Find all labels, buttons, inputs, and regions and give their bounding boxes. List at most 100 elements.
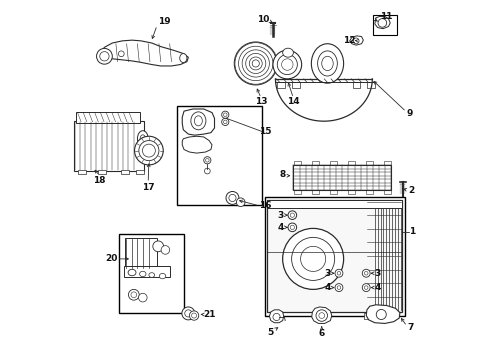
Circle shape (319, 313, 324, 319)
Circle shape (290, 225, 294, 229)
Circle shape (119, 51, 124, 57)
Bar (98, 170, 106, 174)
Circle shape (128, 289, 139, 300)
Text: 11: 11 (380, 12, 393, 21)
Text: 4: 4 (278, 223, 284, 232)
Ellipse shape (318, 51, 337, 76)
Bar (119, 234, 184, 313)
Circle shape (337, 286, 341, 289)
Bar (367, 82, 375, 88)
Circle shape (337, 271, 341, 275)
Bar (267, 200, 402, 312)
Circle shape (190, 311, 199, 320)
Circle shape (288, 223, 296, 231)
Text: 19: 19 (158, 17, 171, 26)
Bar (384, 161, 391, 166)
Bar (330, 161, 337, 166)
Ellipse shape (191, 112, 206, 130)
Circle shape (131, 292, 137, 298)
Bar (313, 161, 319, 166)
Circle shape (204, 168, 210, 174)
Circle shape (353, 38, 359, 44)
Bar (267, 200, 402, 208)
Bar (353, 82, 361, 88)
Text: 3: 3 (324, 269, 331, 278)
Text: 4: 4 (374, 283, 381, 292)
Circle shape (335, 284, 343, 292)
Bar (78, 170, 86, 174)
Bar (384, 190, 391, 194)
Circle shape (182, 307, 195, 320)
Text: 6: 6 (318, 329, 325, 338)
Circle shape (135, 136, 163, 165)
Text: 13: 13 (255, 97, 268, 106)
Circle shape (283, 228, 343, 289)
Bar (292, 82, 299, 88)
Circle shape (100, 51, 109, 61)
Circle shape (204, 157, 211, 164)
Bar (136, 170, 144, 174)
Ellipse shape (140, 271, 146, 276)
Circle shape (288, 211, 296, 220)
Bar (294, 190, 301, 194)
Polygon shape (312, 307, 332, 323)
Bar (74, 121, 144, 171)
Bar (76, 112, 140, 123)
Bar (313, 190, 319, 194)
Text: 5: 5 (268, 328, 274, 337)
Bar (348, 161, 355, 166)
Circle shape (221, 111, 229, 118)
Polygon shape (375, 17, 390, 29)
Bar (294, 165, 392, 190)
Text: 9: 9 (407, 109, 413, 118)
Circle shape (143, 144, 155, 157)
Circle shape (300, 246, 326, 271)
Circle shape (362, 269, 370, 277)
Circle shape (316, 310, 327, 321)
Circle shape (335, 269, 343, 277)
Circle shape (139, 140, 159, 161)
Circle shape (223, 113, 227, 117)
Circle shape (292, 237, 335, 280)
Bar (366, 190, 373, 194)
Bar (366, 161, 373, 166)
Text: 15: 15 (259, 127, 271, 136)
Ellipse shape (149, 273, 155, 277)
Bar (348, 190, 355, 194)
Ellipse shape (180, 54, 187, 63)
Bar (122, 170, 129, 174)
Circle shape (273, 314, 280, 320)
Circle shape (236, 198, 245, 207)
Text: 12: 12 (343, 36, 355, 45)
Text: 2: 2 (408, 186, 414, 195)
Ellipse shape (322, 56, 333, 71)
Circle shape (185, 310, 192, 317)
Polygon shape (350, 36, 364, 45)
Circle shape (161, 246, 170, 254)
Ellipse shape (283, 48, 294, 57)
Ellipse shape (140, 135, 146, 143)
Bar (177, 107, 262, 205)
Bar (277, 82, 285, 88)
Ellipse shape (311, 44, 343, 83)
Circle shape (362, 284, 370, 292)
Circle shape (153, 241, 164, 252)
Circle shape (376, 310, 386, 319)
Bar (330, 190, 337, 194)
Bar (124, 266, 171, 277)
Text: 16: 16 (259, 201, 271, 210)
Circle shape (205, 158, 209, 162)
Circle shape (365, 271, 368, 275)
Ellipse shape (137, 131, 148, 147)
Text: 10: 10 (257, 15, 270, 24)
Text: 8: 8 (280, 170, 286, 179)
Polygon shape (270, 310, 284, 323)
Circle shape (139, 293, 147, 302)
Text: 3: 3 (374, 269, 381, 278)
Text: 20: 20 (105, 255, 118, 264)
Text: 21: 21 (203, 310, 216, 319)
Circle shape (192, 313, 196, 318)
Ellipse shape (159, 273, 166, 279)
Circle shape (229, 194, 236, 202)
Circle shape (223, 120, 227, 124)
